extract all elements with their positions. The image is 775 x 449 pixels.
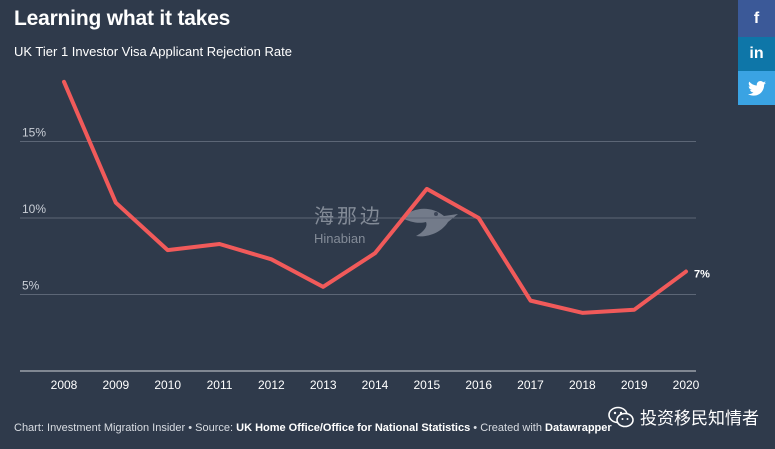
hinabian-watermark: 海那边 Hinabian — [314, 200, 383, 246]
y-tick-label: 5% — [22, 279, 40, 293]
x-tick-label: 2018 — [569, 378, 596, 392]
wechat-icon — [608, 406, 634, 427]
footer-source: UK Home Office/Office for National Stati… — [236, 422, 471, 434]
facebook-icon: f — [753, 9, 760, 27]
footer-tool-link[interactable]: Datawrapper — [545, 422, 612, 434]
line-chart: 5% 10% 15% 2008 2009 2010 2011 2012 2013 2014 2015… — [20, 79, 710, 392]
chart-footer: Chart: Investment Migration Insider • So… — [14, 422, 612, 434]
series-line — [62, 79, 688, 315]
twitter-share-button[interactable] — [738, 71, 775, 105]
y-tick-label: 10% — [22, 202, 46, 216]
linkedin-icon: in — [749, 45, 764, 62]
share-bar: f in — [738, 0, 775, 105]
x-tick-label: 2016 — [465, 378, 492, 392]
wechat-account: 投资移民知情者 — [608, 404, 759, 429]
x-tick-label: 2012 — [258, 378, 285, 392]
chart-subtitle: UK Tier 1 Investor Visa Applicant Reject… — [14, 44, 292, 59]
watermark-cn: 海那边 — [314, 206, 383, 228]
x-tick-label: 2011 — [207, 378, 233, 392]
x-tick-label: 2008 — [51, 378, 78, 392]
footer-middle: • Created with — [470, 422, 546, 434]
x-tick-label: 2020 — [673, 378, 700, 392]
x-tick-label: 2017 — [517, 378, 544, 392]
x-tick-label: 2015 — [413, 378, 440, 392]
x-tick-label: 2019 — [621, 378, 648, 392]
x-tick-label: 2009 — [102, 378, 129, 392]
twitter-icon — [747, 80, 766, 96]
end-value-label: 7% — [694, 269, 710, 281]
x-tick-label: 2010 — [154, 378, 181, 392]
wechat-account-name: 投资移民知情者 — [640, 409, 759, 428]
linkedin-share-button[interactable]: in — [738, 37, 775, 71]
watermark-bird-icon — [402, 208, 458, 237]
x-tick-label: 2013 — [310, 378, 337, 392]
facebook-share-button[interactable]: f — [738, 0, 775, 37]
y-tick-label: 15% — [22, 126, 46, 140]
x-tick-label: 2014 — [362, 378, 389, 392]
footer-prefix: Chart: Investment Migration Insider • So… — [14, 422, 237, 434]
chart-title: Learning what it takes — [14, 7, 231, 30]
watermark-en: Hinabian — [314, 231, 366, 246]
